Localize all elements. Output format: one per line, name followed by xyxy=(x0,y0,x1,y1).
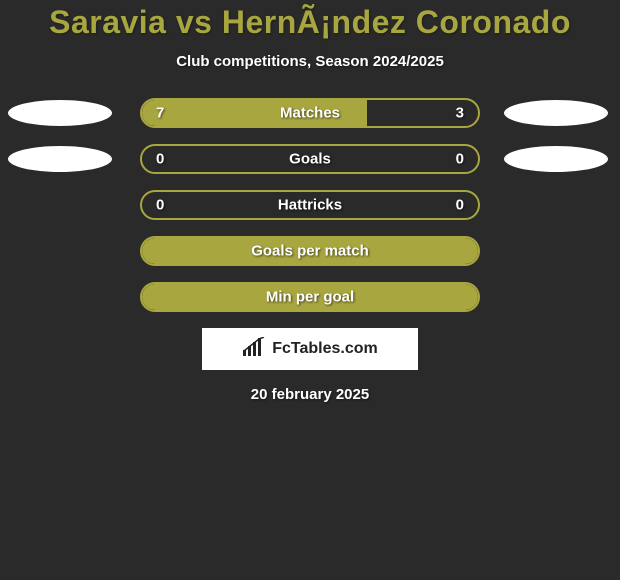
stat-label: Min per goal xyxy=(266,289,354,306)
stat-label: Goals xyxy=(289,151,331,168)
stat-bar: Min per goal xyxy=(140,282,480,312)
date-line: 20 february 2025 xyxy=(251,386,369,403)
player-left-marker xyxy=(8,100,112,126)
stat-value-left: 0 xyxy=(156,197,164,214)
stat-row: Hattricks 0 0 xyxy=(0,190,620,220)
page-subtitle: Club competitions, Season 2024/2025 xyxy=(176,53,444,70)
stat-label: Hattricks xyxy=(278,197,342,214)
comparison-infographic: Saravia vs HernÃ¡ndez Coronado Club comp… xyxy=(0,0,620,403)
stat-value-left: 7 xyxy=(156,105,164,122)
stat-rows-container: Matches 7 3 Goals 0 0 Hattricks 0 0 Goals per mat… xyxy=(0,98,620,312)
logo-text: FcTables.com xyxy=(272,340,378,358)
stat-bar: Goals 0 0 xyxy=(140,144,480,174)
stat-row: Matches 7 3 xyxy=(0,98,620,128)
stat-row: Min per goal xyxy=(0,282,620,312)
stat-row: Goals 0 0 xyxy=(0,144,620,174)
page-title: Saravia vs HernÃ¡ndez Coronado xyxy=(49,4,571,41)
stat-bar: Goals per match xyxy=(140,236,480,266)
stat-value-right: 0 xyxy=(456,197,464,214)
player-left-marker xyxy=(8,146,112,172)
player-right-marker xyxy=(504,100,608,126)
stat-label: Matches xyxy=(280,105,340,122)
stat-row: Goals per match xyxy=(0,236,620,266)
stat-value-right: 3 xyxy=(456,105,464,122)
bar-chart-icon xyxy=(242,337,266,362)
player-right-marker xyxy=(504,146,608,172)
stat-value-left: 0 xyxy=(156,151,164,168)
stat-bar: Hattricks 0 0 xyxy=(140,190,480,220)
stat-value-right: 0 xyxy=(456,151,464,168)
logo-box: FcTables.com xyxy=(202,328,418,370)
stat-label: Goals per match xyxy=(251,243,369,260)
stat-bar: Matches 7 3 xyxy=(140,98,480,128)
